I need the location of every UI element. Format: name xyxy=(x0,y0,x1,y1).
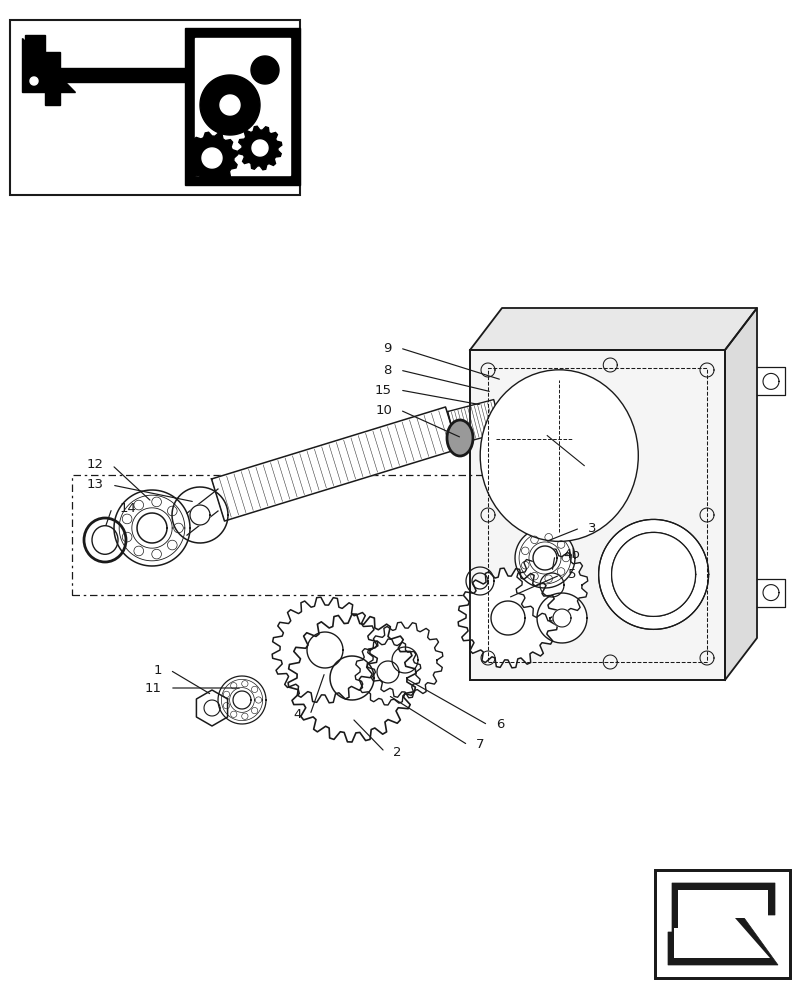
Polygon shape xyxy=(251,56,279,84)
Text: 2: 2 xyxy=(393,746,402,758)
Text: 12: 12 xyxy=(87,458,104,472)
Text: 4b: 4b xyxy=(563,548,580,562)
Text: 6: 6 xyxy=(496,718,504,732)
Text: 8: 8 xyxy=(384,363,392,376)
Polygon shape xyxy=(196,690,228,726)
Bar xyxy=(10,20,300,195)
Polygon shape xyxy=(238,126,282,170)
Polygon shape xyxy=(60,68,198,82)
Polygon shape xyxy=(114,490,190,566)
Circle shape xyxy=(599,519,709,629)
Bar xyxy=(470,350,725,680)
Bar xyxy=(655,870,790,978)
Bar xyxy=(655,870,790,978)
Text: 9: 9 xyxy=(384,342,392,355)
Text: 7: 7 xyxy=(476,738,485,752)
Polygon shape xyxy=(533,546,557,570)
Polygon shape xyxy=(25,35,60,92)
Bar xyxy=(488,368,707,662)
Polygon shape xyxy=(252,140,268,156)
Text: 1: 1 xyxy=(154,664,162,676)
Bar xyxy=(470,350,725,680)
Text: 4: 4 xyxy=(293,708,302,722)
Polygon shape xyxy=(172,487,228,543)
Polygon shape xyxy=(470,308,757,350)
Polygon shape xyxy=(272,597,378,703)
Ellipse shape xyxy=(480,370,638,541)
Text: 14: 14 xyxy=(120,502,137,514)
Polygon shape xyxy=(137,513,167,543)
Text: 3: 3 xyxy=(588,522,596,534)
Polygon shape xyxy=(553,609,571,627)
Polygon shape xyxy=(448,400,503,444)
Ellipse shape xyxy=(447,420,473,456)
Polygon shape xyxy=(25,70,44,92)
Text: 13: 13 xyxy=(87,479,104,491)
Text: 5: 5 xyxy=(568,568,576,582)
Polygon shape xyxy=(218,676,266,724)
Polygon shape xyxy=(195,38,290,175)
Polygon shape xyxy=(185,28,300,185)
Text: 15: 15 xyxy=(375,383,392,396)
Polygon shape xyxy=(458,568,558,668)
Polygon shape xyxy=(212,407,458,521)
Polygon shape xyxy=(496,400,527,426)
Polygon shape xyxy=(515,528,575,588)
Polygon shape xyxy=(220,95,240,115)
Polygon shape xyxy=(367,622,443,698)
Polygon shape xyxy=(537,593,587,643)
Polygon shape xyxy=(202,148,222,168)
Polygon shape xyxy=(668,883,778,965)
Polygon shape xyxy=(674,890,770,958)
Polygon shape xyxy=(288,614,416,742)
Polygon shape xyxy=(233,691,251,709)
Text: 10: 10 xyxy=(375,403,392,416)
Polygon shape xyxy=(214,89,246,121)
Polygon shape xyxy=(356,639,421,705)
Polygon shape xyxy=(725,308,757,680)
Text: 11: 11 xyxy=(145,682,162,694)
Polygon shape xyxy=(22,38,75,105)
Circle shape xyxy=(612,532,696,616)
Polygon shape xyxy=(200,75,260,135)
Polygon shape xyxy=(30,77,38,85)
Polygon shape xyxy=(516,549,587,621)
Polygon shape xyxy=(190,505,210,525)
Polygon shape xyxy=(186,132,238,184)
